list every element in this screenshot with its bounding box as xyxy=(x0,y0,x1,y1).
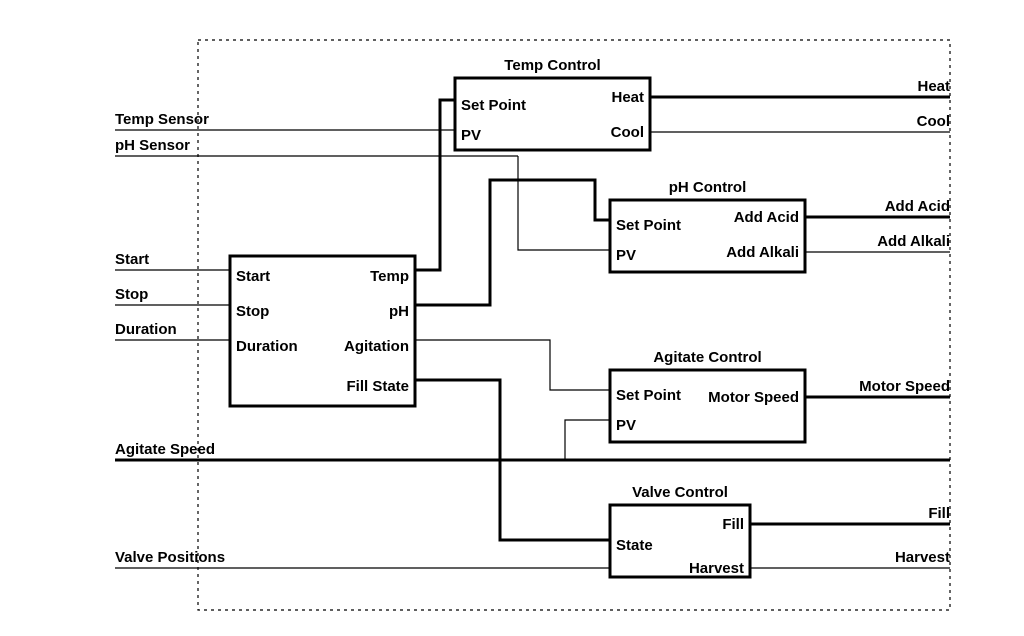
output-label-fill_out: Fill xyxy=(928,505,950,522)
agitate-port-motor-speed: Motor Speed xyxy=(708,389,799,406)
main-port-agitation: Agitation xyxy=(344,338,409,355)
conn-main-pH-to-ph-SetPoint xyxy=(415,180,610,305)
input-label-agitate_speed: Agitate Speed xyxy=(115,441,215,458)
temp-port-cool: Cool xyxy=(611,124,644,141)
input-label-valve_positions: Valve Positions xyxy=(115,549,225,566)
main-port-ph: pH xyxy=(389,303,409,320)
output-label-motor_out: Motor Speed xyxy=(859,378,950,395)
input-label-start: Start xyxy=(115,251,149,268)
ph-port-add-alkali: Add Alkali xyxy=(726,244,799,261)
main-port-duration: Duration xyxy=(236,338,298,355)
output-label-acid_out: Add Acid xyxy=(885,198,950,215)
temp-port-set-point: Set Point xyxy=(461,97,526,114)
main-port-start: Start xyxy=(236,268,270,285)
output-label-harvest_out: Harvest xyxy=(895,549,950,566)
valve-port-state: State xyxy=(616,537,653,554)
output-label-heat_out: Heat xyxy=(917,78,950,95)
agitate-port-set-point: Set Point xyxy=(616,387,681,404)
input-label-ph_sensor: pH Sensor xyxy=(115,137,190,154)
main-port-temp: Temp xyxy=(370,268,409,285)
agitate-block xyxy=(610,370,805,442)
control-block-diagram: Temp Sensor pH Sensor Start Stop Duration Agi… xyxy=(0,0,1024,636)
conn-main-Temp-to-temp-SetPoint xyxy=(415,100,455,270)
main-port-stop: Stop xyxy=(236,303,269,320)
output-label-cool_out: Cool xyxy=(917,113,950,130)
main-port-fill-state: Fill State xyxy=(346,378,409,395)
temp-port-pv: PV xyxy=(461,127,481,144)
conn-main-Agitation-to-agitate-SetPoint xyxy=(415,340,610,390)
ph-port-set-point: Set Point xyxy=(616,217,681,234)
output-label-alkali_out: Add Alkali xyxy=(877,233,950,250)
ph-title: pH Control xyxy=(669,179,746,196)
valve-port-fill: Fill xyxy=(722,516,744,533)
agitate-port-pv: PV xyxy=(616,417,636,434)
ph-port-add-acid: Add Acid xyxy=(734,209,799,226)
temp-title: Temp Control xyxy=(504,57,600,74)
temp-port-heat: Heat xyxy=(611,89,644,106)
input-label-temp_sensor: Temp Sensor xyxy=(115,111,209,128)
valve-port-harvest: Harvest xyxy=(689,560,744,577)
valve-title: Valve Control xyxy=(632,484,728,501)
input-label-duration: Duration xyxy=(115,321,177,338)
ph-port-pv: PV xyxy=(616,247,636,264)
input-label-stop: Stop xyxy=(115,286,148,303)
conn-agitate_speed-to-agitate-PV xyxy=(565,420,610,460)
agitate-title: Agitate Control xyxy=(653,349,761,366)
